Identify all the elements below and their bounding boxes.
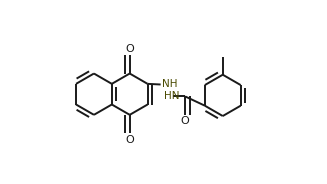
Text: O: O <box>181 116 190 126</box>
Text: O: O <box>125 44 134 54</box>
Text: HN: HN <box>164 91 180 101</box>
Text: O: O <box>125 135 134 144</box>
Text: NH: NH <box>163 79 178 89</box>
